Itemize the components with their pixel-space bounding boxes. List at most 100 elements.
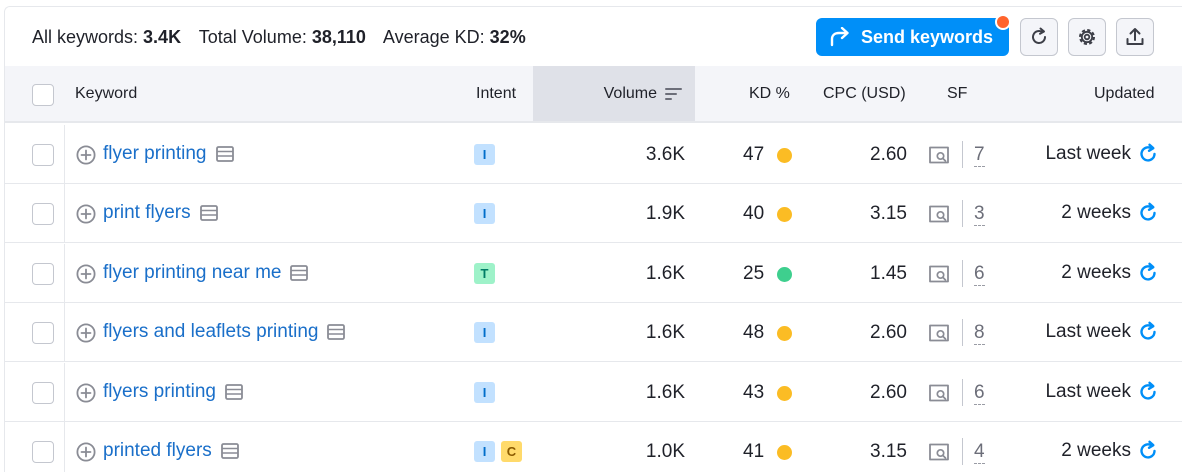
refresh-keyword-icon[interactable]: [1137, 202, 1159, 224]
sf-separator: [962, 200, 963, 228]
serp-features-count[interactable]: 7: [974, 144, 985, 167]
sort-descending-icon: [665, 87, 682, 100]
select-all-checkbox[interactable]: [32, 84, 54, 106]
keyword-text: print flyers: [103, 202, 191, 224]
keyword-text: flyers and leaflets printing: [103, 321, 319, 343]
updated-text: 2 weeks: [1061, 261, 1131, 283]
refresh-keyword-icon[interactable]: [1137, 262, 1159, 284]
column-updated[interactable]: Updated: [1094, 84, 1155, 102]
cpc-value: 3.15: [870, 441, 907, 462]
cpc-value: 2.60: [870, 322, 907, 344]
serp-features-icon[interactable]: [928, 384, 950, 402]
table-row: print flyers I 1.9K 40 3.15 3 2 weeks: [5, 184, 1182, 244]
table-row: flyer printing near me T 1.6K 25 1.45 6 …: [5, 243, 1182, 303]
volume-value: 1.6K: [645, 381, 685, 403]
column-volume-sorted[interactable]: Volume: [533, 66, 695, 121]
volume-value: 1.6K: [645, 322, 685, 344]
column-keyword[interactable]: Keyword: [75, 84, 138, 102]
stat-all-keywords: All keywords: 3.4K: [32, 27, 182, 47]
updated-text: 2 weeks: [1061, 202, 1131, 224]
updated-text: Last week: [1045, 143, 1131, 164]
serp-features-icon[interactable]: [928, 324, 950, 342]
serp-features-icon[interactable]: [928, 265, 950, 283]
row-checkbox[interactable]: [32, 262, 54, 285]
export-button[interactable]: [1116, 18, 1154, 56]
updated-cell: 2 weeks: [1061, 262, 1159, 284]
intent-badge-i: I: [474, 203, 495, 225]
row-checkbox[interactable]: [32, 322, 54, 345]
updated-text: 2 weeks: [1061, 440, 1131, 461]
settings-button[interactable]: [1068, 18, 1106, 56]
updated-text: Last week: [1045, 380, 1131, 402]
serp-features-icon[interactable]: [928, 205, 950, 223]
refresh-button[interactable]: [1020, 18, 1058, 56]
row-divider: [64, 184, 65, 243]
row-checkbox[interactable]: [32, 381, 54, 404]
serp-features-count[interactable]: 6: [974, 381, 985, 405]
column-intent[interactable]: Intent: [476, 84, 517, 102]
add-to-list-icon[interactable]: [76, 383, 96, 403]
table-row: flyers and leaflets printing I 1.6K 48 2…: [5, 303, 1182, 363]
column-kd[interactable]: KD %: [749, 84, 790, 102]
intent-badge-i: I: [474, 381, 495, 403]
refresh-keyword-icon[interactable]: [1137, 321, 1159, 343]
row-checkbox[interactable]: [32, 203, 54, 226]
serp-preview-icon[interactable]: [199, 205, 218, 222]
export-icon: [1126, 28, 1144, 45]
keyword-text: flyer printing near me: [103, 261, 282, 283]
serp-features-count[interactable]: 4: [974, 441, 985, 464]
serp-preview-icon[interactable]: [327, 324, 346, 341]
row-divider: [64, 362, 65, 421]
column-sf[interactable]: SF: [947, 84, 968, 102]
add-to-list-icon[interactable]: [76, 442, 96, 462]
refresh-keyword-icon[interactable]: [1137, 440, 1159, 462]
volume-value: 1.9K: [645, 203, 685, 225]
kd-value: 43: [743, 381, 765, 403]
row-checkbox[interactable]: [32, 144, 54, 166]
keyword-text: printed flyers: [103, 440, 212, 461]
serp-preview-icon[interactable]: [215, 146, 234, 162]
refresh-icon: [1032, 27, 1046, 44]
column-cpc[interactable]: CPC (USD): [823, 84, 906, 102]
keyword-link[interactable]: flyer printing near me: [103, 261, 309, 284]
serp-preview-icon[interactable]: [225, 383, 243, 400]
add-to-list-icon[interactable]: [76, 145, 96, 165]
kd-difficulty-dot: [777, 207, 792, 223]
keyword-link[interactable]: flyers and leaflets printing: [103, 321, 346, 343]
serp-features-icon[interactable]: [928, 443, 950, 461]
sf-separator: [962, 319, 963, 347]
summary-bar: All keywords: 3.4K Total Volume: 38,110 …: [5, 7, 1182, 66]
add-to-list-icon[interactable]: [76, 323, 96, 343]
serp-features-icon[interactable]: [928, 146, 950, 164]
serp-features-count[interactable]: 8: [974, 322, 985, 346]
table-header: Keyword Intent Volume KD % CPC (USD) SF …: [5, 66, 1182, 123]
intent-badge-i: I: [474, 144, 495, 165]
add-to-list-icon[interactable]: [76, 204, 96, 224]
table-row: flyer printing I 3.6K 47 2.60 7 Last wee…: [5, 125, 1182, 184]
serp-features-count[interactable]: 3: [974, 203, 985, 227]
updated-cell: Last week: [1045, 381, 1159, 403]
refresh-keyword-icon[interactable]: [1137, 143, 1159, 165]
cpc-value: 2.60: [870, 381, 907, 403]
serp-features-count[interactable]: 6: [974, 262, 985, 286]
row-checkbox[interactable]: [32, 441, 54, 463]
intent-badge-t: T: [474, 262, 495, 284]
add-to-list-icon[interactable]: [76, 264, 96, 284]
sf-separator: [962, 438, 963, 465]
keyword-link[interactable]: printed flyers: [103, 440, 239, 462]
updated-text: Last week: [1045, 321, 1131, 343]
refresh-keyword-icon[interactable]: [1137, 381, 1159, 403]
gear-icon: [1079, 29, 1095, 45]
updated-cell: 2 weeks: [1061, 202, 1159, 224]
serp-preview-icon[interactable]: [290, 264, 309, 281]
keyword-link[interactable]: print flyers: [103, 202, 218, 224]
send-keywords-button[interactable]: Send keywords: [816, 18, 1009, 56]
serp-preview-icon[interactable]: [220, 443, 239, 459]
row-divider: [64, 243, 65, 302]
volume-value: 3.6K: [645, 144, 685, 165]
keyword-link[interactable]: flyers printing: [103, 381, 243, 403]
keyword-link[interactable]: flyer printing: [103, 143, 234, 165]
kd-value: 47: [743, 144, 765, 165]
row-divider: [64, 422, 65, 472]
kd-difficulty-dot: [777, 445, 792, 460]
